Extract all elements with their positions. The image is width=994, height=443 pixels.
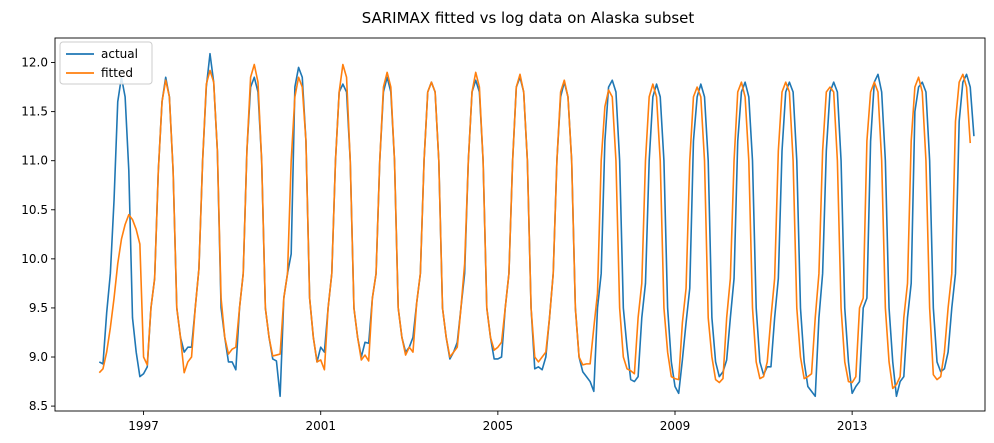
chart-title: SARIMAX fitted vs log data on Alaska sub… — [362, 9, 695, 27]
y-tick-label: 10.5 — [21, 203, 48, 217]
axes-frame — [54, 37, 986, 412]
series-line-actual — [98, 52, 975, 398]
x-tick-label: 2013 — [837, 419, 868, 433]
y-tick-label: 9.5 — [29, 301, 48, 315]
x-tick-label: 2005 — [483, 419, 514, 433]
plot-area — [98, 52, 975, 398]
legend-label-actual: actual — [101, 47, 138, 61]
x-tick-label: 2001 — [305, 419, 336, 433]
x-tick-label: 1997 — [128, 419, 159, 433]
y-tick-label: 11.5 — [21, 105, 48, 119]
y-tick-label: 12.0 — [21, 56, 48, 70]
y-tick-label: 8.5 — [29, 399, 48, 413]
x-axis: 1997 2001 2005 2009 2013 — [128, 411, 867, 433]
legend: actual fitted — [59, 41, 153, 85]
y-tick-label: 9.0 — [29, 350, 48, 364]
y-tick-label: 10.0 — [21, 252, 48, 266]
y-tick-label: 11.0 — [21, 154, 48, 168]
x-tick-label: 2009 — [660, 419, 691, 433]
y-axis: 8.5 9.0 9.5 10.0 10.5 11.0 11.5 12.0 — [21, 56, 55, 413]
series-line-fitted — [98, 63, 972, 390]
legend-label-fitted: fitted — [101, 66, 133, 80]
